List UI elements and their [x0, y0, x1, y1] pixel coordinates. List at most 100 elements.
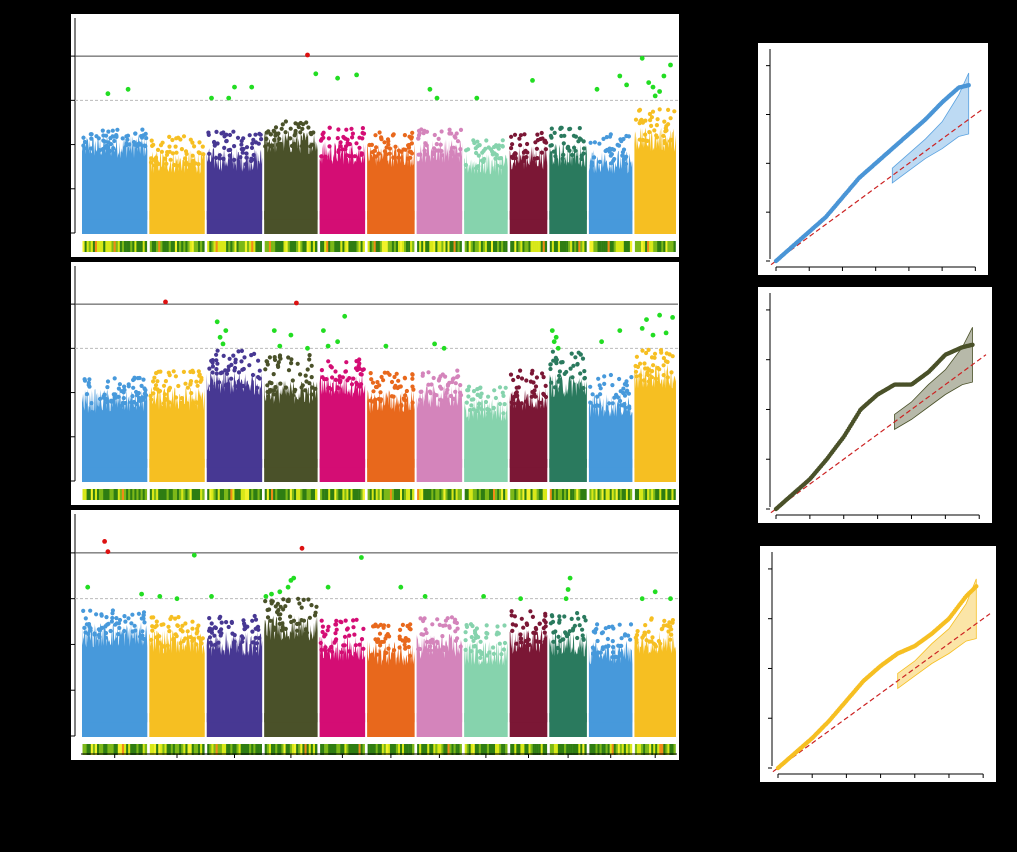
snp-point — [334, 627, 339, 632]
snp-density-cell — [419, 744, 422, 755]
snp-point — [535, 132, 540, 137]
snp-density-cell — [427, 744, 430, 755]
snp-density-cell — [501, 489, 504, 500]
snp-density-cell — [287, 241, 291, 252]
snp-point — [337, 374, 342, 379]
snp-point — [257, 368, 262, 373]
snp-density-cell — [443, 744, 446, 755]
snp-point — [544, 140, 549, 145]
snp-density-cell — [332, 489, 335, 500]
snp-point — [475, 139, 480, 144]
snp-point — [592, 140, 598, 145]
snp-point — [117, 625, 122, 631]
snp-density-cell — [271, 489, 274, 500]
snp-point — [453, 381, 458, 386]
snp-density-cell — [348, 744, 351, 755]
snp-density-cell — [520, 744, 523, 755]
snp-density-cell — [149, 744, 153, 755]
snp-point — [144, 136, 149, 141]
snp-point — [293, 144, 298, 149]
suggestive-snp-point — [305, 345, 310, 351]
snp-point — [668, 637, 673, 642]
suggestive-snp-point — [668, 596, 673, 602]
snp-point — [96, 136, 101, 141]
snp-point — [580, 627, 585, 632]
snp-point — [250, 618, 255, 623]
snp-point — [335, 136, 340, 141]
snp-density-cell — [402, 489, 405, 500]
snp-density-cell — [425, 241, 428, 252]
snp-point — [288, 136, 293, 141]
chromosome-point-cloud — [319, 636, 366, 723]
snp-point — [214, 129, 219, 134]
snp-point — [175, 623, 180, 629]
snp-point — [190, 619, 195, 624]
snp-density-cell — [217, 744, 221, 755]
snp-density-cell — [183, 241, 186, 252]
snp-density-cell — [151, 744, 155, 755]
snp-density-cell — [445, 489, 448, 500]
snp-point — [283, 604, 288, 609]
snp-point — [661, 363, 666, 368]
snp-density-cell — [275, 489, 278, 500]
snp-density-cell — [306, 489, 309, 500]
suggestive-snp-point — [639, 596, 645, 602]
snp-point — [565, 146, 570, 151]
snp-density-cell — [623, 744, 627, 755]
snp-density-cell — [308, 241, 312, 252]
snp-density-cell — [510, 489, 513, 500]
snp-density-cell — [555, 489, 559, 500]
snp-density-cell — [412, 744, 415, 755]
snp-density-cell — [437, 744, 440, 755]
snp-point — [569, 616, 574, 622]
snp-point — [307, 357, 312, 362]
snp-density-cell — [142, 744, 146, 755]
snp-point — [344, 360, 349, 365]
snp-point — [428, 648, 434, 653]
snp-point — [610, 655, 615, 660]
snp-point — [155, 387, 160, 392]
snp-point — [367, 142, 372, 148]
snp-density-cell — [603, 241, 606, 252]
snp-point — [280, 122, 285, 127]
snp-density-cell — [330, 744, 333, 755]
snp-point — [408, 155, 413, 160]
snp-point — [376, 396, 381, 402]
snp-density-cell — [447, 241, 450, 252]
snp-point — [431, 146, 437, 151]
snp-density-cell — [354, 241, 357, 252]
snp-density-cell — [540, 489, 543, 500]
snp-point — [416, 133, 422, 138]
snp-density-cell — [528, 744, 531, 755]
snp-density-cell — [629, 241, 633, 252]
snp-point — [624, 133, 629, 139]
snp-point — [402, 133, 407, 138]
snp-point — [477, 393, 482, 399]
snp-density-cell — [326, 744, 329, 755]
snp-density-cell — [443, 489, 446, 500]
snp-point — [549, 126, 554, 131]
snp-point — [247, 133, 252, 138]
snp-density-cell — [249, 489, 252, 500]
snp-point — [352, 154, 357, 159]
snp-point — [534, 146, 540, 151]
snp-point — [571, 363, 576, 368]
snp-density-cell — [512, 744, 515, 755]
snp-density-cell — [524, 744, 527, 755]
suggestive-snp-point — [661, 73, 667, 79]
snp-point — [354, 141, 359, 146]
snp-density-cell — [109, 744, 112, 755]
snp-point — [373, 133, 378, 138]
snp-density-cell — [170, 241, 174, 252]
snp-point — [319, 154, 324, 159]
snp-point — [455, 375, 460, 380]
snp-density-cell — [572, 489, 575, 500]
snp-point — [240, 639, 245, 644]
chromosome-point-cloud — [588, 150, 633, 220]
snp-density-cell — [115, 489, 119, 500]
snp-point — [152, 625, 158, 630]
snp-point — [244, 155, 249, 160]
snp-density-cell — [154, 489, 157, 500]
snp-density-cell — [185, 744, 188, 755]
snp-density-cell — [320, 241, 323, 252]
